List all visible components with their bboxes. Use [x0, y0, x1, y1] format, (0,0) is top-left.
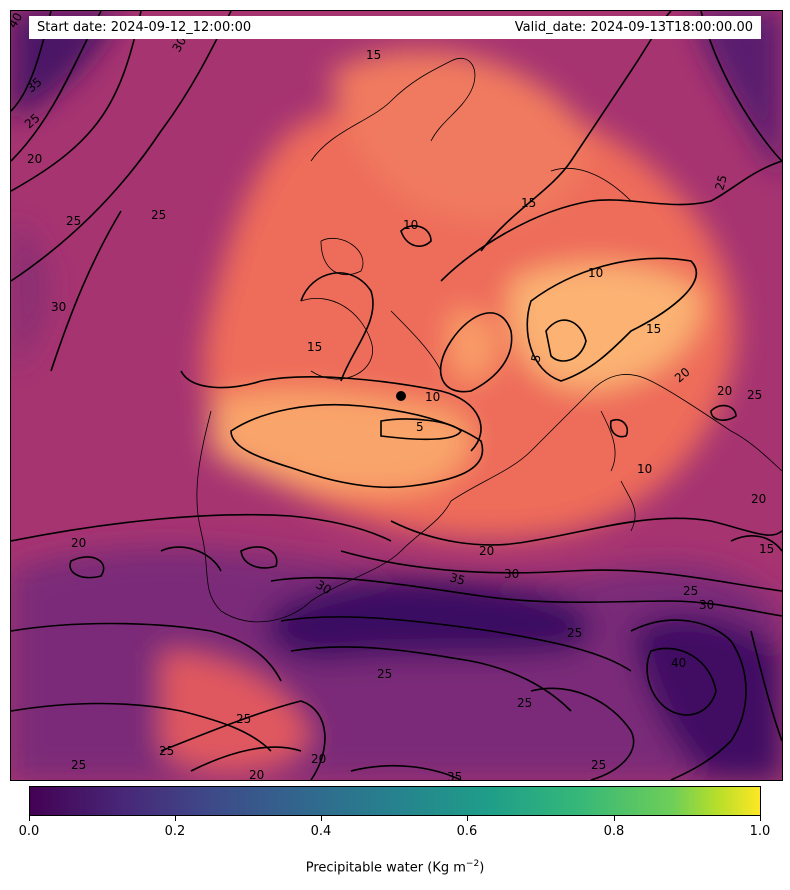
contour-label: 25 [591, 758, 606, 772]
colorbar-tick-label: 0.2 [164, 824, 186, 839]
contour-label: 35 [447, 770, 462, 780]
contour-label: 20 [311, 752, 326, 766]
contour-label-layer: 40 35 30 25 20 15 10 5 10 15 20 25 30 35… [11, 11, 774, 780]
contour-label: 15 [759, 542, 774, 556]
contour-label: 30 [169, 34, 189, 54]
contour-label: 25 [517, 696, 532, 710]
contour-label: 10 [588, 266, 603, 280]
contour-label: 25 [71, 758, 86, 772]
colorbar-tick-label: 0.6 [456, 824, 478, 839]
date-header: Start date: 2024-09-12_12:00:00 Valid_da… [29, 16, 761, 39]
contour-label: 5 [528, 353, 544, 364]
contour-label: 20 [717, 384, 732, 398]
contour-label: 20 [249, 768, 264, 780]
contour-label: 30 [699, 598, 714, 612]
contour-label: 25 [747, 388, 762, 402]
colorbar-tick [614, 816, 615, 821]
colorbar-tick [321, 816, 322, 821]
colorbar-tick [29, 816, 30, 821]
contour-label: 20 [71, 536, 86, 550]
contour-label: 30 [51, 300, 66, 314]
colorbar-title-exponent: −2 [465, 859, 480, 869]
colorbar-gradient [30, 787, 760, 815]
contour-label: 10 [403, 218, 418, 232]
contour-label: 10 [425, 390, 440, 404]
map-canvas: 40 35 30 25 20 15 10 5 10 15 20 25 30 35… [11, 11, 782, 780]
colorbar [29, 786, 761, 816]
colorbar-tick-label: 0.0 [18, 824, 40, 839]
precipitable-water-map: 40 35 30 25 20 15 10 5 10 15 20 25 30 35… [10, 10, 783, 781]
contour-label: 25 [236, 712, 251, 726]
contour-label: 15 [646, 322, 661, 336]
colorbar-tick [760, 816, 761, 821]
colorbar-tick-label: 0.4 [310, 824, 332, 839]
contour-label: 25 [712, 173, 729, 191]
contour-label: 30 [504, 567, 519, 581]
contour-label: 15 [307, 340, 322, 354]
contour-label: 15 [366, 48, 381, 62]
contour-label: 20 [27, 152, 42, 166]
contour-label: 15 [521, 196, 536, 210]
coastlines [196, 58, 782, 623]
contour-label: 20 [479, 544, 494, 558]
contour-label: 25 [151, 208, 166, 222]
colorbar-tick [467, 816, 468, 821]
colorbar-tick [175, 816, 176, 821]
contour-label: 5 [416, 420, 424, 434]
contour-label: 35 [448, 570, 466, 587]
contour-label: 20 [751, 492, 766, 506]
colorbar-tick-label: 0.8 [603, 824, 625, 839]
start-date-label: Start date: 2024-09-12_12:00:00 [37, 20, 252, 35]
contour-label: 25 [567, 626, 582, 640]
contour-blob [396, 391, 406, 401]
valid-date-label: Valid_date: 2024-09-13T18:00:00.00 [514, 20, 753, 35]
contour-label: 25 [377, 667, 392, 681]
contour-label: 25 [66, 214, 81, 228]
colorbar-title-main: Precipitable water (Kg m [305, 860, 466, 876]
colorbar-axis: 0.0 0.2 0.4 0.6 0.8 1.0 [19, 816, 770, 856]
colorbar-tick-label: 1.0 [749, 824, 771, 839]
contour-label: 25 [159, 744, 174, 758]
field-shading [11, 11, 782, 780]
contour-label: 40 [671, 656, 686, 670]
colorbar-title-close: ) [479, 860, 485, 876]
contour-label: 25 [683, 584, 698, 598]
colorbar-title: Precipitable water (Kg m−2) [0, 859, 790, 875]
contour-label: 10 [637, 462, 652, 476]
contour-label: 30 [314, 577, 334, 597]
